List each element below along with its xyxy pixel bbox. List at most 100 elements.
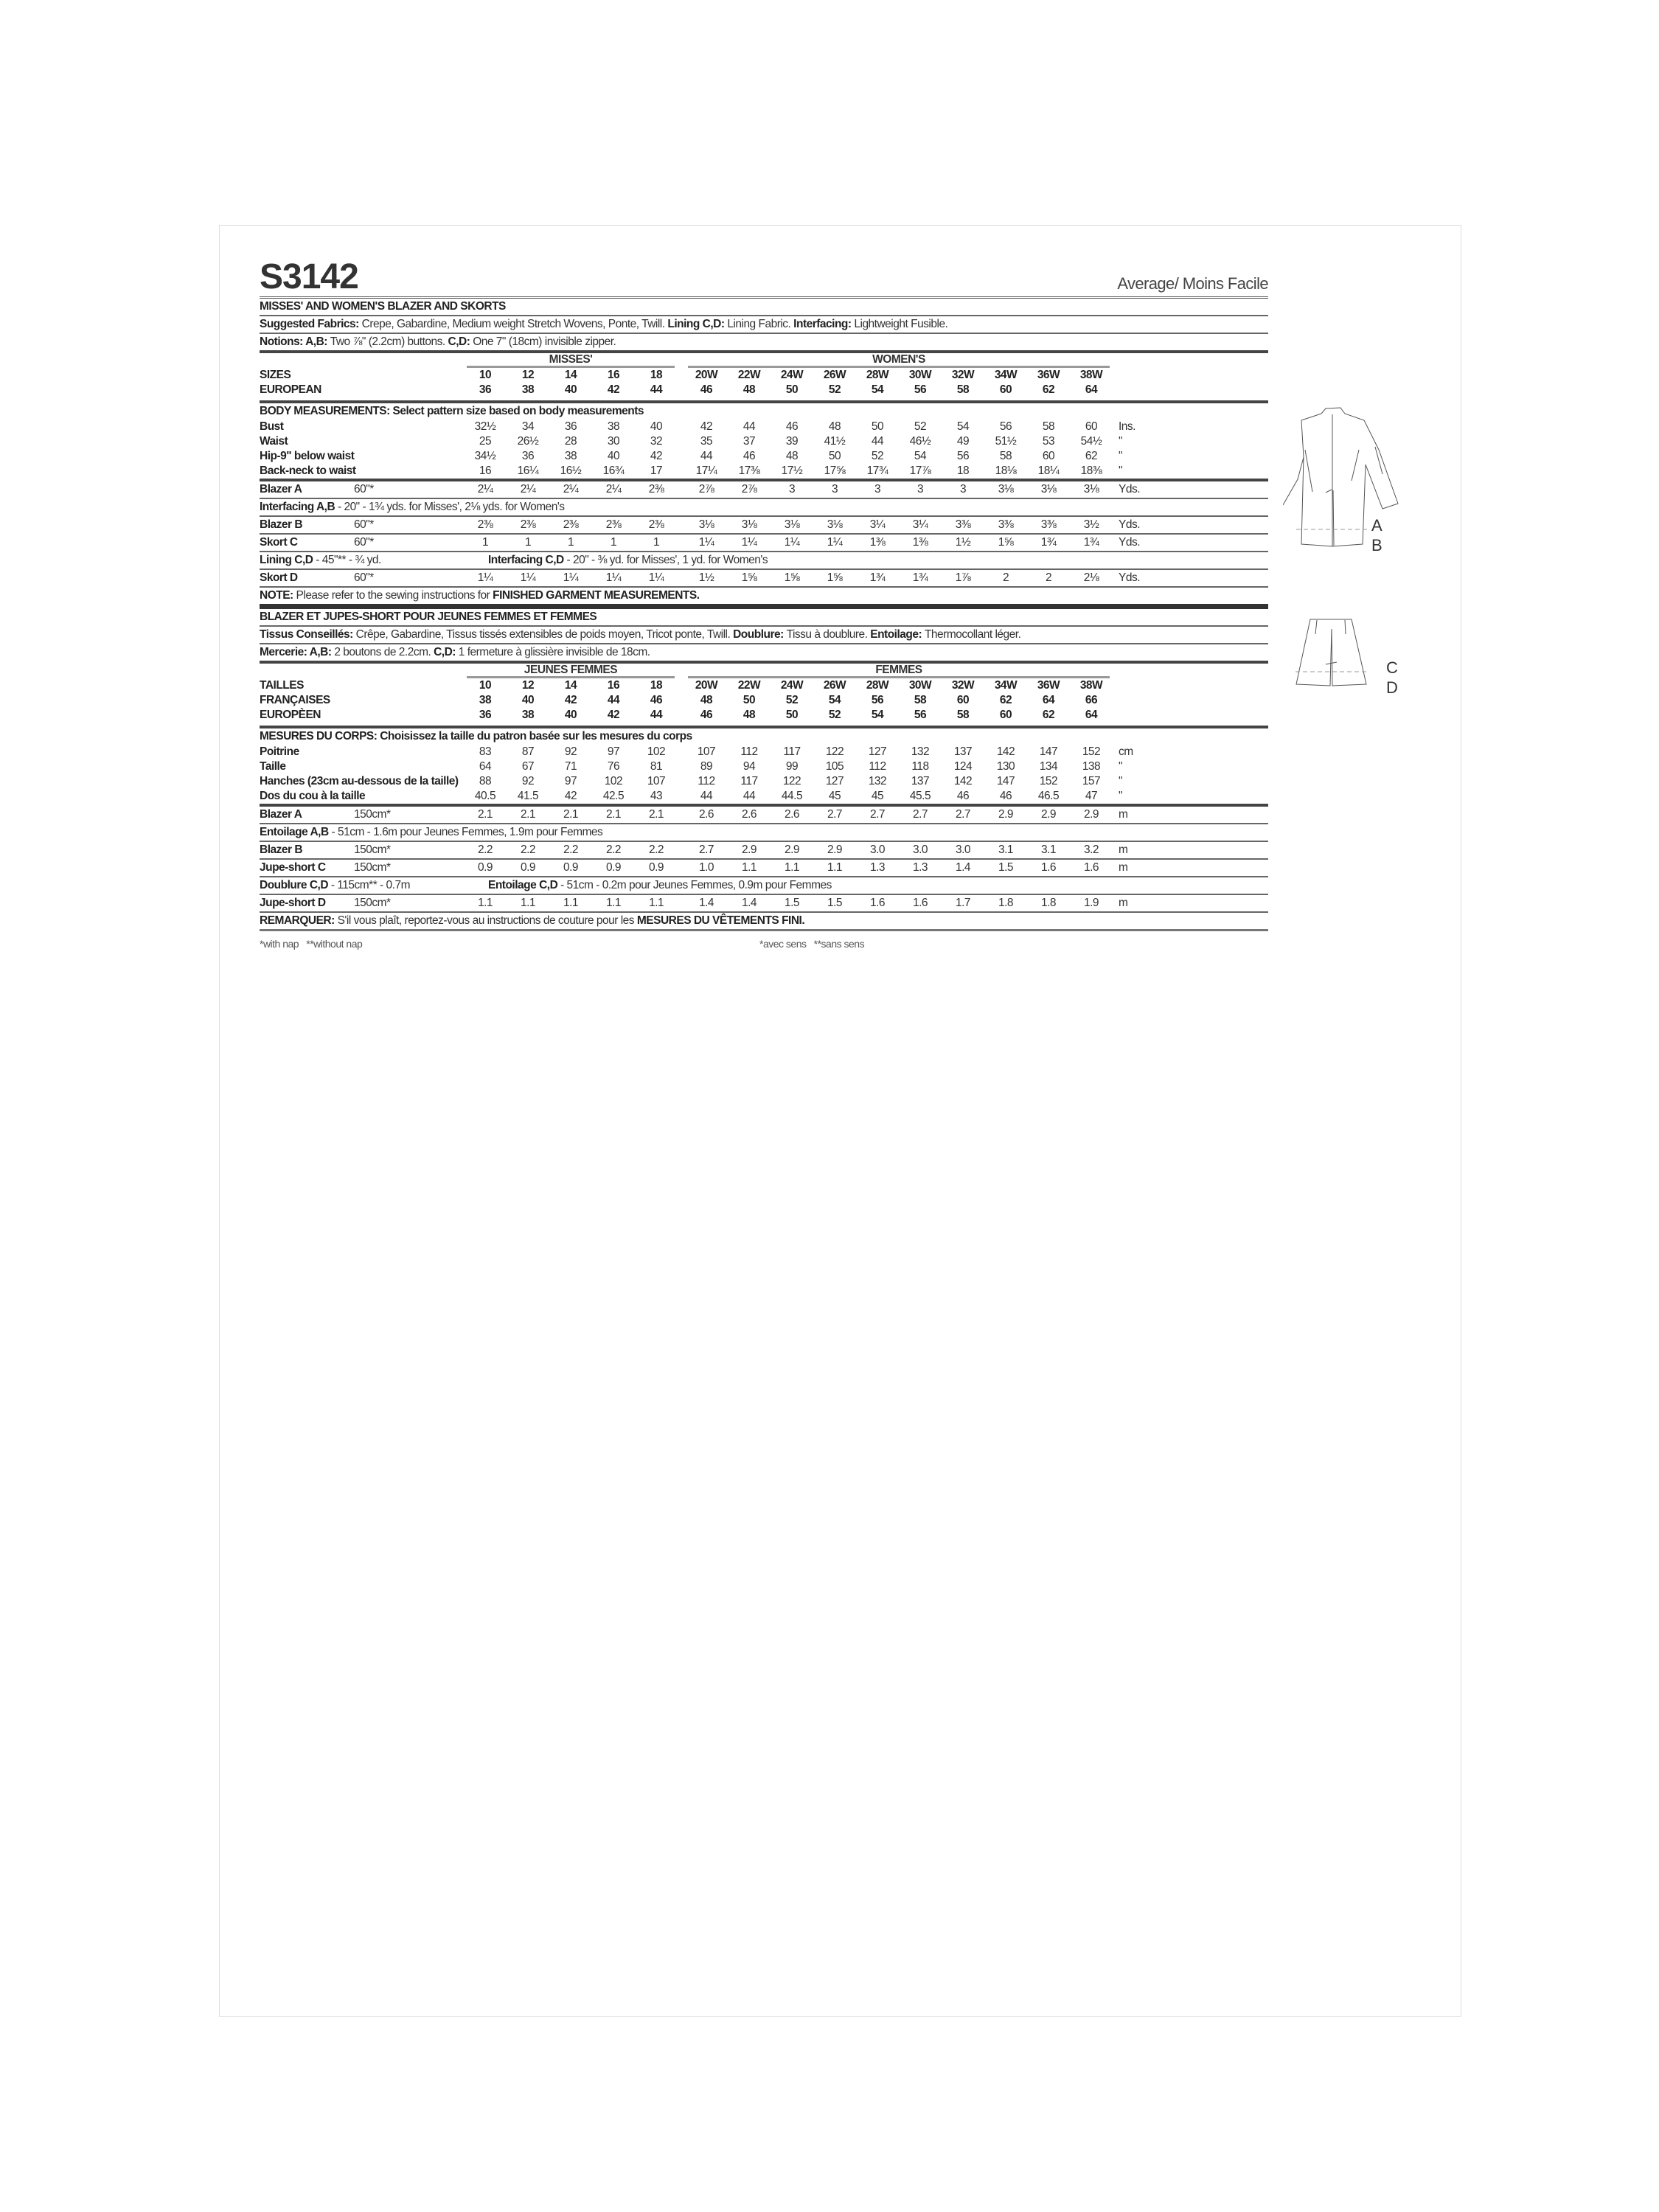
yardage-cell: 3¼ xyxy=(912,518,928,531)
bold-label: Doublure: xyxy=(733,628,787,641)
measurement-row: Poitrine 83 87 92 97 102 107 112 117 122 127 132 137… xyxy=(260,745,1268,759)
yardage-cell: 2⅜ xyxy=(648,483,664,495)
size-cell: 64 xyxy=(1085,383,1098,396)
measurement-cell: 48 xyxy=(785,450,799,462)
measurement-cell: 36 xyxy=(521,450,535,462)
size-cell: 52 xyxy=(828,709,841,721)
measurement-row: Waist 25 26½ 28 30 32 35 37 39 41½ 44 46½ 49 51½ 53 54½… xyxy=(260,434,1268,449)
size-cell: 36 xyxy=(479,709,492,721)
yardage-cell: 1⅜ xyxy=(869,536,886,549)
yardage-cell: 1.7 xyxy=(955,897,971,909)
yardage-cell: 2.2 xyxy=(648,844,664,856)
measurement-cell: 92 xyxy=(521,775,535,787)
yardage-unit: Yds. xyxy=(1119,483,1141,495)
yardage-cell: 1.4 xyxy=(741,897,757,909)
measurement-cell: 107 xyxy=(647,775,666,787)
measurement-cell: 28 xyxy=(564,435,577,448)
size-cell: 30W xyxy=(908,369,932,381)
bold-label: Lining C,D: xyxy=(667,318,728,330)
size-cell: 26W xyxy=(823,369,846,381)
yardage-cell: 1¾ xyxy=(1083,536,1099,549)
text: 1 fermeture à glissière invisible de 18c… xyxy=(458,646,650,658)
size-cell: 32W xyxy=(951,679,975,692)
size-row: FRANÇAISES 38 40 42 44 46 48 50 52 54 56 58 60 62 64 66 xyxy=(260,693,1268,708)
view-label: Blazer B xyxy=(260,518,303,531)
measurement-cell: 46½ xyxy=(909,435,931,448)
measurement-cell: 17¼ xyxy=(695,465,717,477)
yardage-cell: 2.7 xyxy=(955,808,971,821)
measurement-cell: 48 xyxy=(828,420,841,433)
measurement-cell: 42 xyxy=(650,450,663,462)
fabrics-line: Suggested Fabrics: Crepe, Gabardine, Med… xyxy=(260,315,1268,333)
bold-label: Doublure C,D xyxy=(260,879,329,891)
size-cell: 62 xyxy=(1042,709,1055,721)
measurement-label: Taille xyxy=(260,760,286,773)
size-cell: 38 xyxy=(479,694,492,706)
measurement-row: Bust 32½ 34 36 38 40 42 44 46 48 50 52 54 56 58 60 Ins. xyxy=(260,420,1268,434)
yardage-cell: 3⅜ xyxy=(1040,518,1057,531)
measurement-cell: 46 xyxy=(785,420,799,433)
size-row-label: EUROPÈEN xyxy=(260,709,321,721)
yardage-cell: 2⅜ xyxy=(563,518,579,531)
measurement-cell: 127 xyxy=(825,775,844,787)
text: Lining Fabric. xyxy=(727,318,794,330)
yardage-cell: 3⅛ xyxy=(1083,483,1099,495)
yardage-cell: 1.1 xyxy=(741,861,757,874)
size-cell: 44 xyxy=(607,694,620,706)
yardage-cell: 2.7 xyxy=(698,844,714,856)
bold-label: Entoilage C,D xyxy=(488,879,558,891)
measurement-cell: 44.5 xyxy=(781,790,803,802)
yardage-cell: 2.9 xyxy=(998,808,1014,821)
yardage-cell: 1⅝ xyxy=(784,571,800,584)
fabric-width: 60"* xyxy=(354,571,374,584)
size-cell: 46 xyxy=(700,383,713,396)
size-group-header: JEUNES FEMMES FEMMES xyxy=(260,661,1268,678)
size-cell: 54 xyxy=(871,709,884,721)
yardage-cell: 2.2 xyxy=(563,844,579,856)
yardage-cell: 3½ xyxy=(1083,518,1099,531)
yardage-cell: 2¼ xyxy=(477,483,493,495)
yardage-cell: 1.1 xyxy=(563,897,579,909)
measurement-cell: 147 xyxy=(1039,745,1058,758)
notions-line: Notions: A,B: Two ⅞" (2.2cm) buttons. C,… xyxy=(260,333,1268,350)
yardage-cell: 2 xyxy=(1002,571,1009,584)
measurement-cell: 81 xyxy=(650,760,663,773)
yardage-cell: 2¼ xyxy=(605,483,622,495)
size-cell: 62 xyxy=(999,694,1012,706)
section-rule xyxy=(260,929,1268,936)
measurement-label: Hip-9" below waist xyxy=(260,450,355,462)
measurement-cell: 37 xyxy=(742,435,756,448)
size-cell: 10 xyxy=(479,679,492,692)
measurement-cell: 117 xyxy=(740,775,758,787)
yardage-cell: 2¼ xyxy=(563,483,579,495)
bold-label: Interfacing: xyxy=(793,318,855,330)
text: - 51cm - 0.2m pour Jeunes Femmes, 0.9m p… xyxy=(557,879,832,891)
size-cell: 40 xyxy=(564,383,577,396)
view-letter-a: A xyxy=(1371,516,1382,535)
size-cell: 40 xyxy=(521,694,535,706)
measurement-cell: 38 xyxy=(564,450,577,462)
size-cell: 58 xyxy=(956,383,970,396)
size-chart: S3142 Average/ Moins Facile MISSES' AND … xyxy=(260,257,1269,958)
measurement-cell: 16½ xyxy=(560,465,582,477)
size-cell: 12 xyxy=(521,369,535,381)
size-cell: 28W xyxy=(866,369,889,381)
measurement-cell: 40 xyxy=(607,450,620,462)
yardage-cell: 3.0 xyxy=(912,844,928,856)
yardage-cell: 1.4 xyxy=(955,861,971,874)
yardage-cell: 2.6 xyxy=(784,808,800,821)
size-cell: 38 xyxy=(521,709,535,721)
size-cell: 42 xyxy=(564,694,577,706)
bold-label: C,D: xyxy=(448,335,473,348)
size-row-label: TAILLES xyxy=(260,679,304,692)
bold-label: MESURES DU VÊTEMENTS FINI. xyxy=(636,914,805,927)
measurement-cell: 127 xyxy=(868,745,887,758)
measurement-cell: 83 xyxy=(479,745,492,758)
size-group-misses: MISSES' xyxy=(467,353,675,368)
text: - 115cm** - 0.7m xyxy=(328,879,411,891)
yardage-cell: 2.7 xyxy=(827,808,843,821)
text-right: Interfacing C,D - 20" - ⅜ yd. for Misses… xyxy=(488,552,768,568)
section-title-text: BLAZER ET JUPES-SHORT POUR JEUNES FEMMES… xyxy=(260,611,597,623)
size-cell: 34W xyxy=(994,369,1018,381)
measurement-row: Dos du cou à la taille 40.5 41.5 42 42.5 43 44… xyxy=(260,789,1268,804)
